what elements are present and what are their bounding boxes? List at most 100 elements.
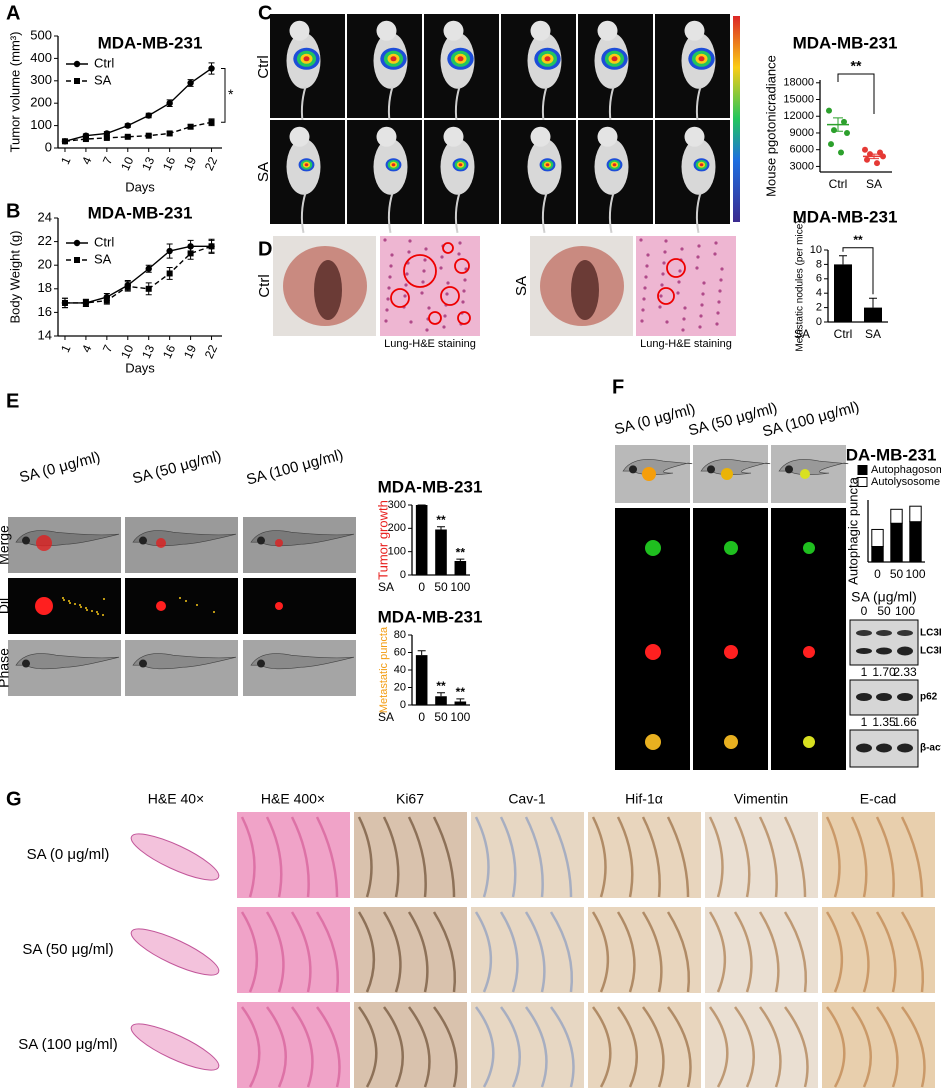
cell [640,319,644,323]
row-label: SA [378,710,394,724]
panel-letter: D [258,238,272,260]
y-tick-label: 6 [816,273,822,285]
cell [386,297,390,301]
x-tick-label: SA [866,177,882,191]
mouse-tail [300,192,307,233]
error-bar [833,117,843,132]
cell [457,252,461,256]
tissue [382,911,402,993]
band [856,630,872,636]
x-tick-label: 10 [118,342,136,360]
tissue [850,816,868,898]
fish-eye [785,465,793,474]
error-bar [869,153,879,160]
mouse-tail [695,192,702,233]
cell [662,261,666,265]
y-tick-label: 22 [38,233,52,248]
tissue [616,911,636,993]
row-label: SA (50 μg/ml) [22,941,113,958]
tissue [130,833,220,881]
cell [639,238,643,242]
significance-label: ** [456,545,466,559]
bar-segment [890,508,903,524]
x-tick-label: 13 [139,342,157,360]
cell [678,269,682,273]
marker [103,134,110,141]
cell [404,283,408,287]
bar [415,505,428,575]
marker [145,132,152,139]
cell [702,281,706,285]
cell [389,264,393,268]
photo [125,640,238,696]
y-tick-label: 500 [30,27,52,42]
tissue [875,816,895,898]
metastasis [79,604,81,606]
x-tick-label: Ctrl [834,327,853,341]
chart-title: MDA-MB-231 [98,33,203,52]
band-ratio: 2.33 [893,665,917,679]
significance-bracket [842,247,874,295]
mouse-tail [541,192,548,233]
signal [458,163,463,167]
chart-title: MDA-MB-231 [378,607,483,626]
bar [454,561,467,575]
y-tick-label: 200 [30,95,52,110]
error-bar [869,297,877,308]
metastasis [74,603,76,605]
cell [714,241,718,245]
cell [677,280,681,284]
band-ratio: 1.35 [872,715,896,729]
cell [676,291,680,295]
band-label: LC3I [920,628,941,639]
row-label: SA [378,580,394,594]
marker [208,65,215,72]
y-tick-label: 100 [30,117,52,132]
x-tick-label: 0 [874,567,881,581]
tissue [290,1006,314,1088]
tissue [265,911,285,993]
point [828,141,834,148]
metastasis [86,609,88,611]
y-tick-label: 60 [394,646,406,658]
puncta [803,736,815,748]
photo [243,640,356,696]
column-label: H&E 400× [261,791,325,807]
tissue [130,1023,220,1071]
cell [423,258,427,262]
nodule-outline [454,258,470,274]
chart-title: MDA-MB-231 [793,33,898,52]
marker [166,247,173,255]
tissue [758,1006,782,1088]
signal [391,163,396,167]
fish-eye [139,536,147,545]
marker [74,78,80,84]
cell [403,294,407,298]
y-tick-label: 300 [388,499,406,511]
x-axis-label: Days [125,360,155,375]
cell [409,320,413,324]
puncta [645,540,661,556]
mouse-head [443,20,464,41]
band-label: LC3II [920,646,941,657]
band [876,693,892,701]
cell [658,305,662,309]
metastasis [80,606,82,608]
marker [61,138,68,145]
point [831,127,837,134]
tissue [315,1006,341,1088]
y-tick-label: 8 [816,258,822,270]
band [856,648,872,654]
metastasis [185,600,187,602]
y-tick-label: 3000 [790,160,814,172]
marker [61,299,68,306]
tissue [758,816,778,898]
tissue [641,816,661,898]
row-label: SA (0 μg/ml) [27,846,110,863]
mouse-tail [608,192,615,233]
tissue [549,1006,575,1088]
photo [125,517,238,573]
significance-label: ** [456,685,466,699]
legend-swatch [857,477,868,487]
x-tick-label: 100 [450,580,470,594]
